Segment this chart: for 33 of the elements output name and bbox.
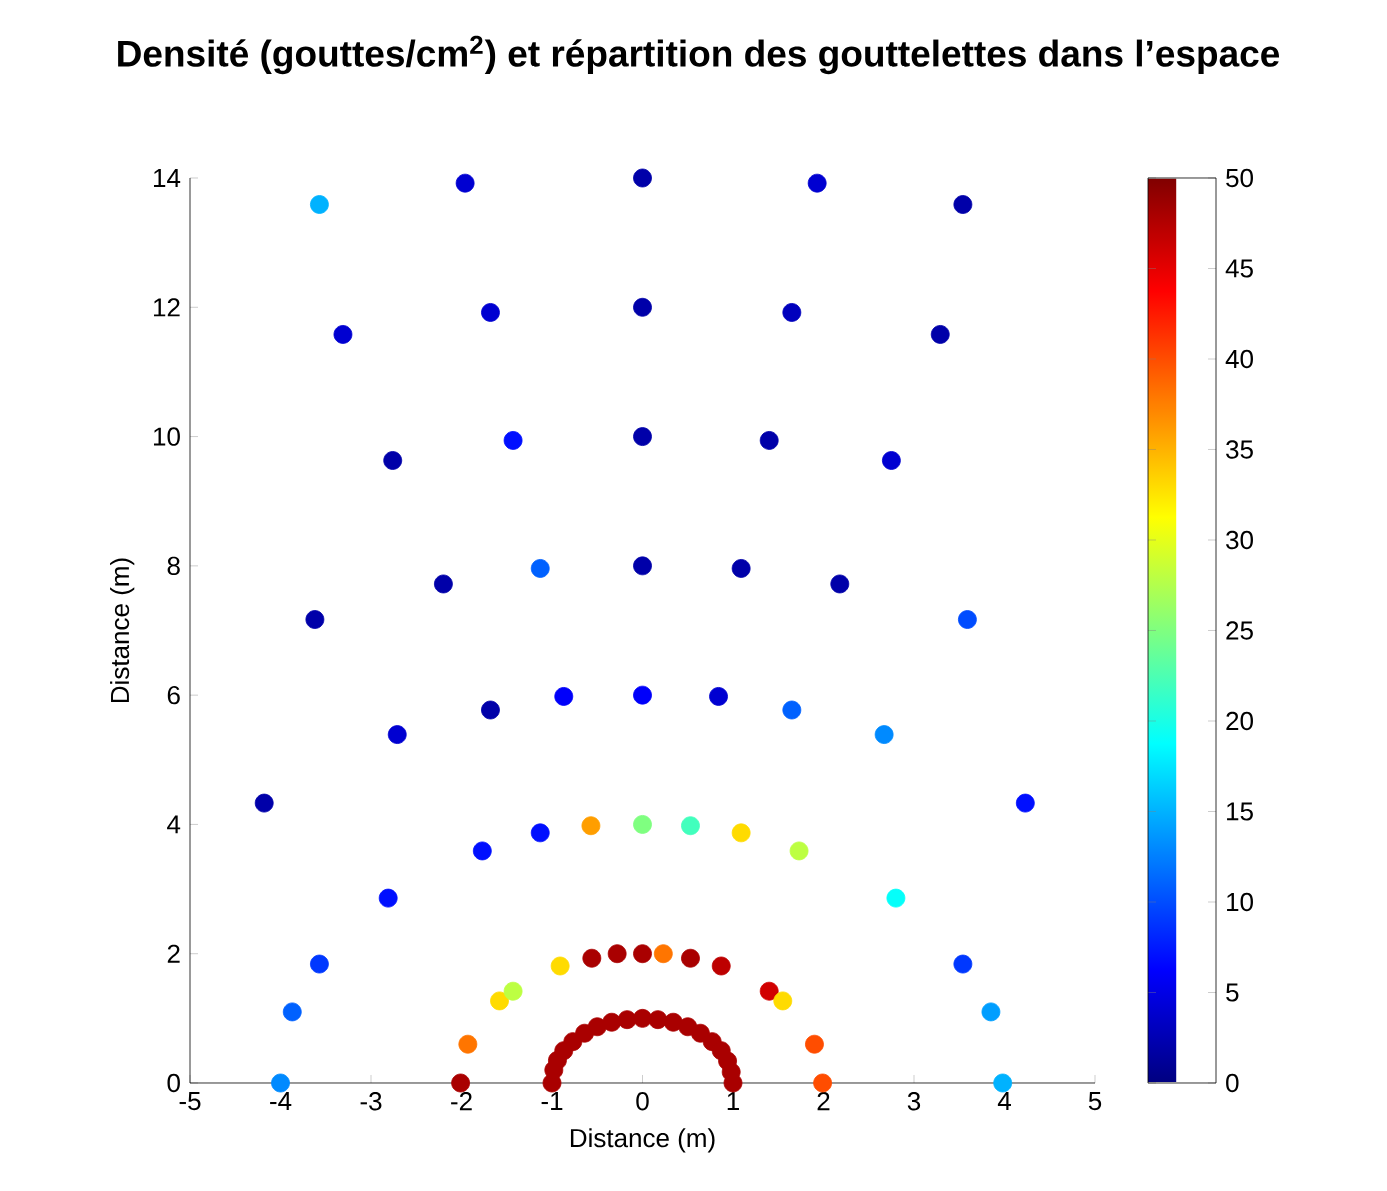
y-tick-label: 14 xyxy=(153,169,181,187)
x-tick-label: -5 xyxy=(179,1092,201,1111)
x-tick-label: -1 xyxy=(541,1092,563,1110)
x-tick-label: 3 xyxy=(907,1092,921,1111)
x-tick-label: -3 xyxy=(360,1092,382,1111)
color-bar-label: 15 xyxy=(1227,802,1253,821)
x-tick-label: 2 xyxy=(817,1092,830,1111)
color-bar-label: 35 xyxy=(1226,440,1253,459)
color-bar-label: 10 xyxy=(1227,892,1253,912)
x-tick-label: -4 xyxy=(270,1092,292,1110)
color-bar-label: 0 xyxy=(1226,1073,1239,1093)
color-bar-label: 25 xyxy=(1226,621,1253,640)
y-tick-label: 10 xyxy=(153,427,180,446)
color-bar-label: 30 xyxy=(1226,530,1253,550)
y-tick-label: 2 xyxy=(167,944,180,963)
y-tick-label: 0 xyxy=(167,1073,180,1093)
x-tick-label: 5 xyxy=(1088,1092,1102,1111)
x-tick-label: 1 xyxy=(727,1092,739,1110)
y-tick-label: 4 xyxy=(167,815,181,834)
x-tick-label: 4 xyxy=(997,1092,1011,1110)
chart-title: Densité (gouttes/cm$^{2}$) et répartition des gouttelettes dans l’espace xyxy=(118,35,1280,75)
color-bar-label: 50 xyxy=(1226,168,1253,188)
x-tick-label: 0 xyxy=(636,1092,649,1111)
y-tick-label: 6 xyxy=(167,685,180,705)
y-tick-label: 12 xyxy=(153,298,180,317)
x-axis-title: Distance (m) xyxy=(570,1128,715,1153)
y-tick-label: 8 xyxy=(167,556,180,576)
x-tick-label: -2 xyxy=(451,1092,472,1111)
color-bar-label: 20 xyxy=(1226,711,1253,731)
y-axis-title: Distance (m) xyxy=(110,558,135,703)
color-bar-label: 45 xyxy=(1225,259,1253,278)
color-bar-label: 40 xyxy=(1225,349,1253,369)
color-bar-label: 5 xyxy=(1226,983,1239,1002)
